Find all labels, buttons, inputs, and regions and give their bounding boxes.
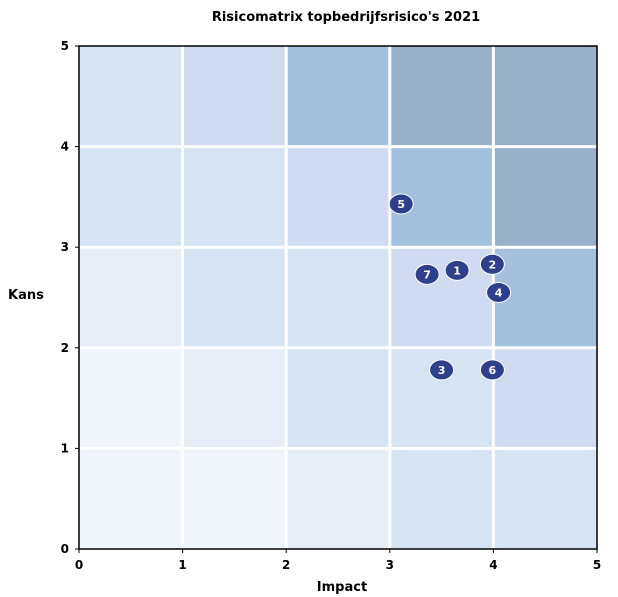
y-tick-label: 0 (61, 542, 69, 556)
x-axis-label: Impact (317, 580, 367, 595)
matrix-cells (79, 46, 597, 549)
risk-marker-label: 3 (438, 364, 446, 377)
chart-title: Risicomatrix topbedrijfsrisico's 2021 (212, 10, 480, 25)
y-axis-label: Kans (8, 288, 44, 303)
matrix-cell (79, 448, 183, 549)
risk-marker-4: 4 (486, 281, 512, 303)
risk-marker-circle (444, 259, 470, 281)
matrix-cell (182, 146, 287, 248)
risk-marker-5: 5 (388, 193, 414, 215)
matrix-cell (493, 448, 597, 549)
matrix-cell (493, 46, 597, 147)
x-tick-label: 0 (75, 558, 83, 572)
y-tick-label: 4 (61, 140, 69, 154)
x-tick-label: 4 (489, 558, 497, 572)
matrix-cell (182, 448, 287, 549)
plot-border (78, 45, 598, 550)
y-tick-label: 1 (61, 441, 69, 455)
risk-markers: 1 2 3 4 5 6 7 (388, 193, 512, 381)
x-tick-label: 1 (178, 558, 186, 572)
matrix-cell (79, 146, 183, 248)
risk-marker-circle (414, 263, 440, 285)
risk-marker-circle (388, 193, 414, 215)
matrix-cell (286, 46, 390, 147)
matrix-cell (286, 448, 390, 549)
matrix-cell (286, 146, 390, 248)
risk-marker-label: 4 (495, 286, 503, 299)
risk-marker-label: 2 (489, 258, 497, 271)
y-tick-label: 3 (61, 240, 69, 254)
matrix-cell (286, 247, 390, 348)
risk-marker-6: 6 (479, 359, 505, 381)
risk-marker-circle (486, 281, 512, 303)
risk-marker-circle (479, 253, 505, 275)
risk-marker-circle (429, 359, 455, 381)
matrix-cell (286, 347, 390, 449)
risk-marker-label: 5 (397, 198, 405, 211)
matrix-cell (493, 247, 597, 348)
x-tick-label: 5 (593, 558, 601, 572)
risk-marker-label: 7 (423, 268, 431, 281)
risk-marker-label: 6 (489, 364, 497, 377)
y-tick-label: 5 (61, 39, 69, 53)
matrix-cell (79, 347, 183, 449)
risk-marker-2: 2 (479, 253, 505, 275)
matrix-cell (182, 347, 287, 449)
matrix-cell (493, 146, 597, 248)
matrix-cell (79, 46, 183, 147)
risk-marker-circle (479, 359, 505, 381)
x-tick-label: 3 (386, 558, 394, 572)
risk-marker-1: 1 (444, 259, 470, 281)
matrix-cell (493, 347, 597, 449)
y-axis-ticks: 0 1 2 3 4 5 (61, 39, 79, 556)
y-tick-label: 2 (61, 341, 69, 355)
risk-marker-7: 7 (414, 263, 440, 285)
matrix-cell (182, 46, 287, 147)
matrix-cell (79, 247, 183, 348)
matrix-cell (389, 247, 494, 348)
risk-marker-3: 3 (429, 359, 455, 381)
matrix-cell (389, 448, 494, 549)
x-axis-ticks: 0 1 2 3 4 5 (75, 549, 601, 572)
matrix-cell (389, 46, 494, 147)
risk-marker-label: 1 (453, 264, 461, 277)
x-tick-label: 2 (282, 558, 290, 572)
matrix-cell (182, 247, 287, 348)
